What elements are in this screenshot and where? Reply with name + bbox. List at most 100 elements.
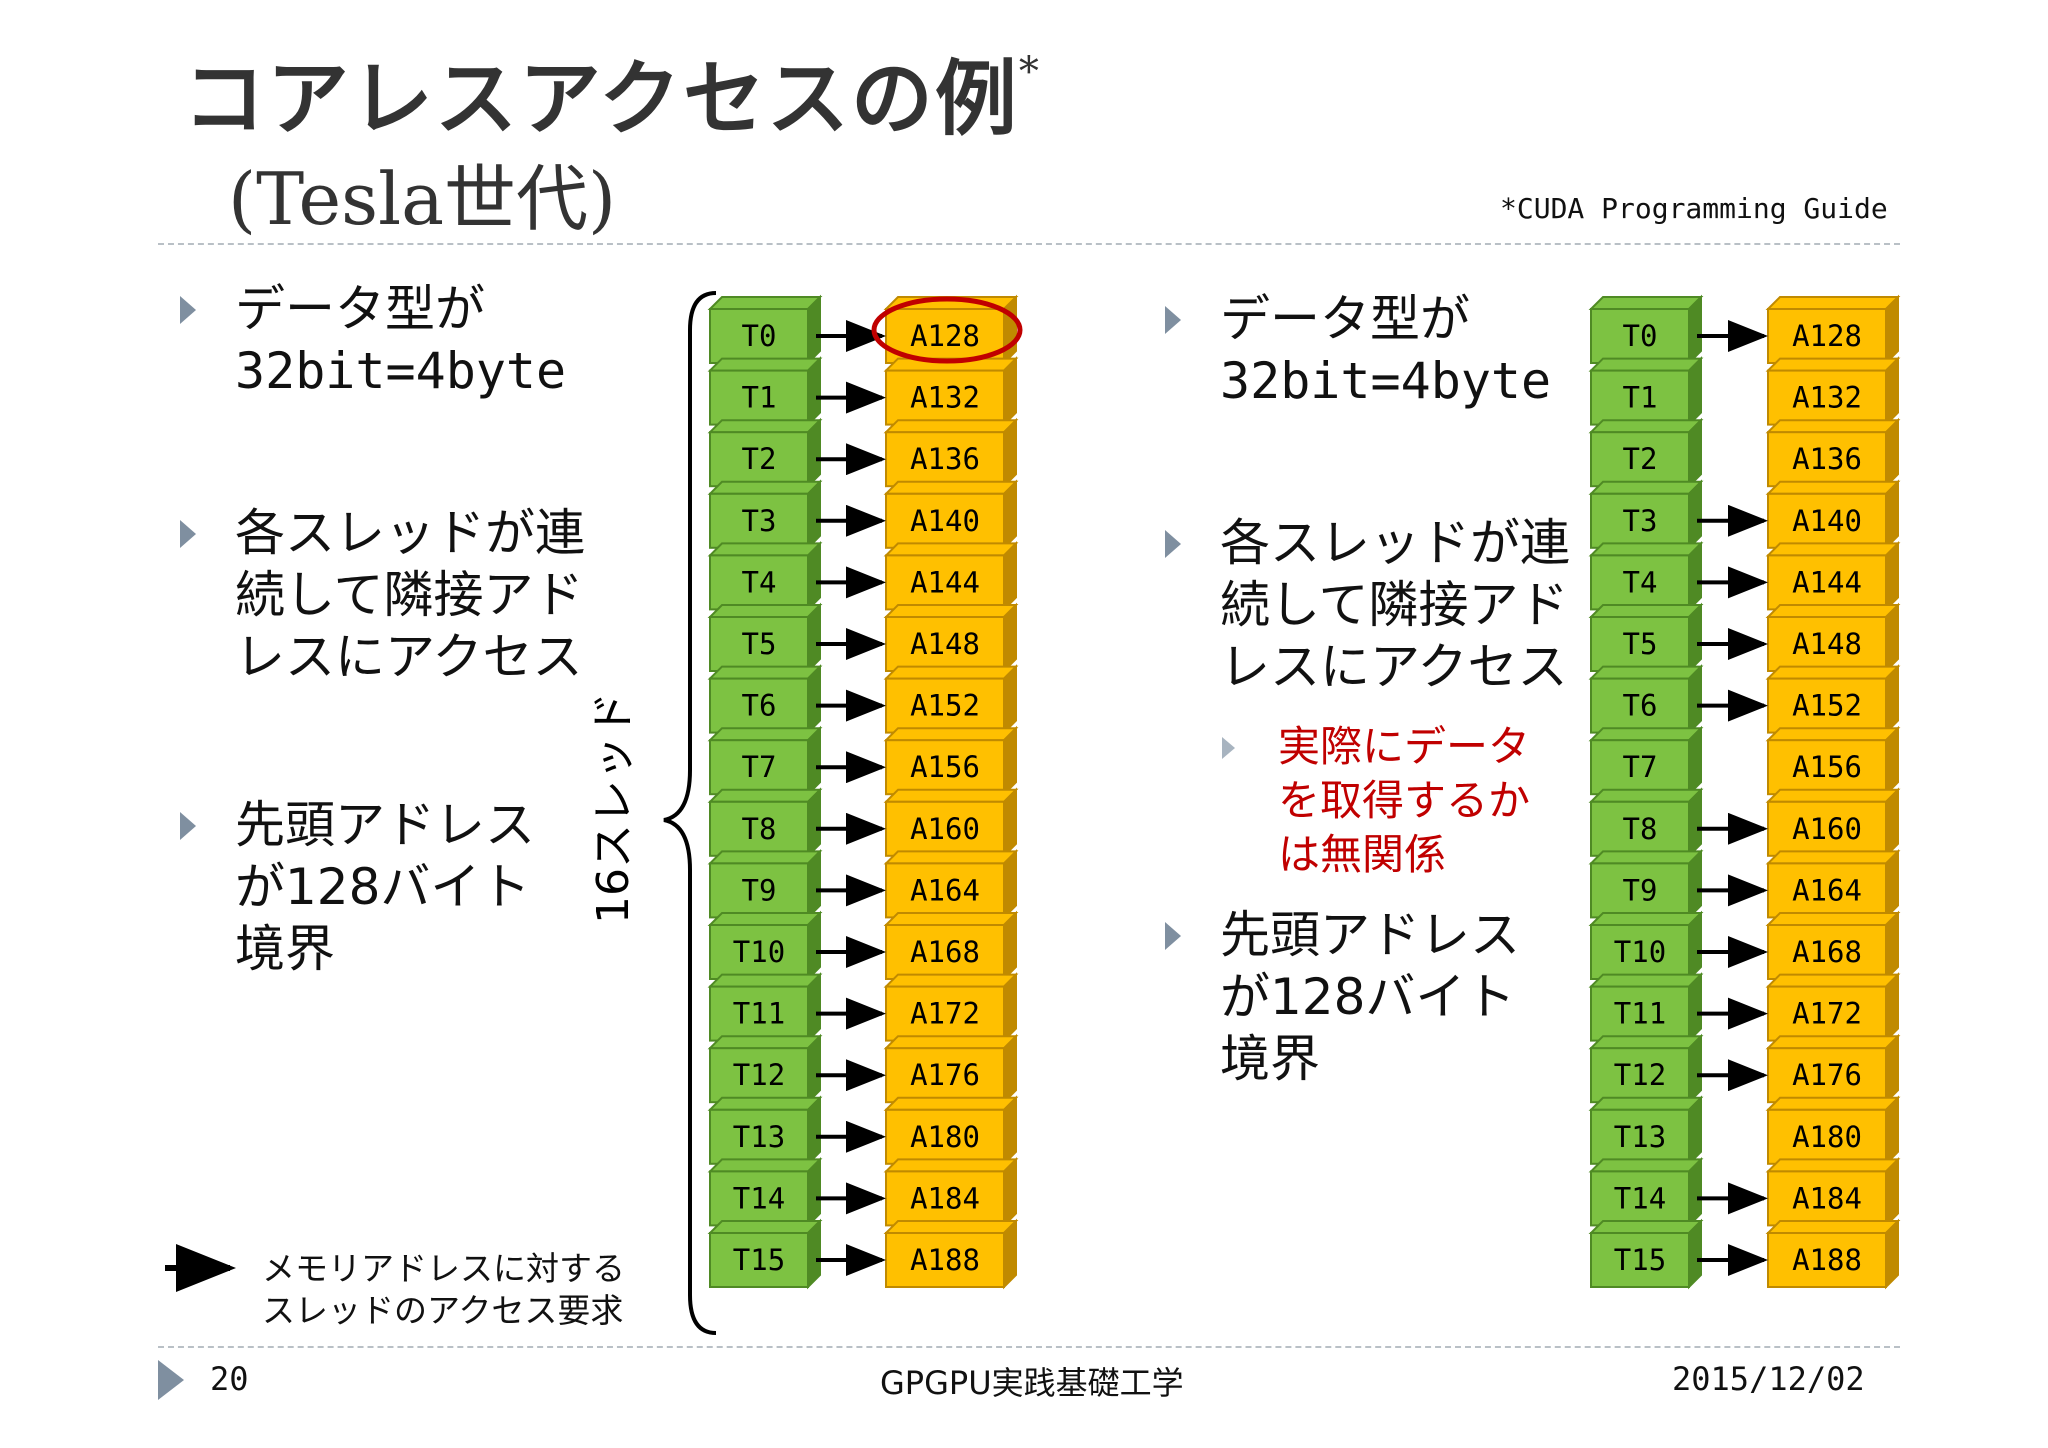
page-number: 20 (210, 1360, 249, 1398)
thread-cell-label: T15 (1614, 1243, 1666, 1277)
thread-cell: T6 (707, 664, 823, 736)
left-bullet-1: データ型が 32bit=4byte (235, 278, 566, 402)
bullet-icon (1165, 530, 1181, 558)
address-cell: A184 (883, 1156, 1019, 1228)
right-bullet-1-line-2: 32bit=4byte (1220, 352, 1552, 410)
thread-cell: T3 (707, 479, 823, 551)
thread-cell-label: T2 (1623, 442, 1658, 476)
address-cell: A152 (883, 664, 1019, 736)
thread-cell: T14 (707, 1156, 823, 1228)
thread-cell: T13 (1588, 1095, 1704, 1167)
thread-cell: T9 (1588, 848, 1704, 920)
left-bullet-3-line-3: 境界 (235, 920, 335, 978)
address-cell: A168 (1765, 910, 1901, 982)
thread-cell: T11 (707, 972, 823, 1044)
thread-cell: T4 (1588, 540, 1704, 612)
legend-text: メモリアドレスに対する スレッドのアクセス要求 (262, 1248, 625, 1332)
thread-cell-label: T9 (1623, 873, 1658, 907)
highlight-circle (871, 296, 1023, 364)
address-cell-label: A148 (910, 627, 980, 661)
address-cell-label: A160 (910, 812, 980, 846)
thread-cell-label: T13 (1614, 1120, 1666, 1154)
address-cell: A160 (883, 787, 1019, 859)
right-bullet-2: 各スレッドが連 続して隣接アド レスにアクセス (1220, 512, 1570, 698)
address-cell-label: A140 (910, 504, 980, 538)
legend-line-1: メモリアドレスに対する (262, 1249, 625, 1288)
address-cell: A140 (883, 479, 1019, 551)
thread-cell-label: T1 (742, 381, 777, 415)
address-cell: A144 (883, 540, 1019, 612)
slide-title: コアレスアクセスの例* (183, 32, 1041, 151)
bullet-icon (180, 812, 196, 840)
address-cell-label: A132 (1792, 381, 1862, 415)
left-bullet-1-line-2: 32bit=4byte (235, 342, 567, 400)
thread-cell-label: T6 (742, 689, 777, 723)
address-cell: A136 (883, 417, 1019, 489)
right-bullet-1-line-1: データ型が (1220, 290, 1470, 348)
title-footnote-marker: * (1018, 49, 1041, 95)
thread-cell: T12 (1588, 1033, 1704, 1105)
thread-cell-label: T10 (733, 935, 785, 969)
address-cell-label: A176 (1792, 1058, 1862, 1092)
thread-cell-label: T4 (742, 565, 777, 599)
right-bullet-3-line-3: 境界 (1220, 1030, 1320, 1088)
thread-cell: T0 (707, 294, 823, 366)
right-bullet-2-line-2: 続して隣接アド (1220, 576, 1569, 634)
address-cell-label: A148 (1792, 627, 1862, 661)
address-cell-label: A140 (1792, 504, 1862, 538)
address-cell-label: A172 (1792, 997, 1862, 1031)
address-cell-label: A160 (1792, 812, 1862, 846)
thread-cell-label: T4 (1623, 565, 1658, 599)
right-sub-bullet-line-2: を取得するか (1278, 776, 1531, 825)
address-cell-label: A168 (910, 935, 980, 969)
thread-cell-label: T14 (733, 1181, 785, 1215)
left-diagram: T0 A128 T1 A132 T2 A136 T3 A140 T4 A144 T5 A148 T6 A1… (707, 294, 1023, 1290)
address-cell-label: A156 (1792, 750, 1862, 784)
thread-cell-label: T11 (1614, 997, 1666, 1031)
thread-cell-label: T12 (733, 1058, 785, 1092)
thread-cell-label: T0 (1623, 319, 1658, 353)
address-cell-label: A144 (910, 565, 980, 599)
address-cell: A176 (1765, 1033, 1901, 1105)
address-cell: A168 (883, 910, 1019, 982)
address-cell-label: A132 (910, 381, 980, 415)
right-bullet-3-line-1: 先頭アドレス (1220, 906, 1520, 964)
slide-title-text: コアレスアクセスの例 (183, 51, 1019, 147)
thread-cell: T9 (707, 848, 823, 920)
address-cell: A172 (1765, 972, 1901, 1044)
address-cell: A148 (883, 602, 1019, 674)
thread-cell-label: T15 (733, 1243, 785, 1277)
thread-cell-label: T2 (742, 442, 777, 476)
top-divider (158, 243, 1900, 245)
address-cell: A188 (1765, 1218, 1901, 1290)
thread-cell: T10 (1588, 910, 1704, 982)
thread-cell: T2 (1588, 417, 1704, 489)
thread-cell-label: T5 (742, 627, 777, 661)
right-sub-bullet-line-3: は無関係 (1278, 830, 1447, 879)
address-cell-label: A128 (910, 319, 980, 353)
footer-arrow-icon (158, 1360, 184, 1400)
address-cell: A140 (1765, 479, 1901, 551)
address-cell: A188 (883, 1218, 1019, 1290)
address-cell: A180 (1765, 1095, 1901, 1167)
address-cell-label: A184 (910, 1181, 980, 1215)
thread-cell: T15 (707, 1218, 823, 1290)
thread-cell: T1 (707, 356, 823, 428)
thread-cell: T5 (1588, 602, 1704, 674)
thread-cell-label: T3 (742, 504, 777, 538)
thread-cell-label: T11 (733, 997, 785, 1031)
address-cell-label: A172 (910, 997, 980, 1031)
right-bullet-3-line-2: が128バイト (1220, 968, 1516, 1026)
address-cell: A156 (1765, 725, 1901, 797)
left-bullet-2-line-3: レスにアクセス (235, 628, 583, 686)
thread-group-brace (663, 291, 717, 1335)
address-cell: A164 (1765, 848, 1901, 920)
thread-cell: T5 (707, 602, 823, 674)
left-bullet-3-line-2: が128バイト (235, 858, 531, 916)
thread-cell: T7 (1588, 725, 1704, 797)
address-cell: A144 (1765, 540, 1901, 612)
address-cell: A132 (883, 356, 1019, 428)
legend-line-2: スレッドのアクセス要求 (262, 1291, 624, 1330)
thread-cell-label: T13 (733, 1120, 785, 1154)
thread-cell-label: T1 (1623, 381, 1658, 415)
